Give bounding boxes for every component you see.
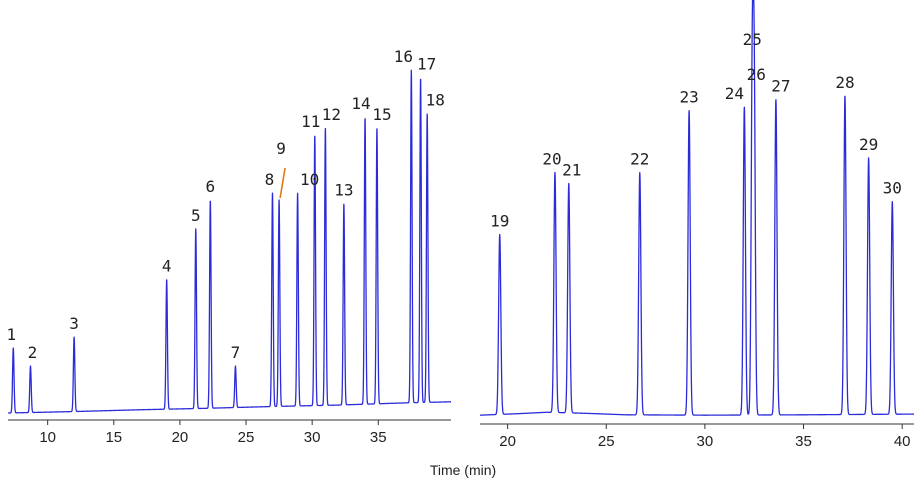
chromatogram-trace-right xyxy=(480,0,914,415)
x-tick-label: 25 xyxy=(238,429,255,446)
x-axis-title: Time (min) xyxy=(430,462,496,478)
x-tick-label: 20 xyxy=(172,429,189,446)
peak-label-28: 28 xyxy=(835,73,854,92)
x-tick-label: 30 xyxy=(304,429,321,446)
peak-label-7: 7 xyxy=(231,343,241,362)
peak-label-5: 5 xyxy=(191,206,201,225)
peak-9-leader-line xyxy=(280,168,285,198)
peak-label-30: 30 xyxy=(883,179,902,198)
peak-label-26: 26 xyxy=(747,65,766,84)
peak-label-1: 1 xyxy=(6,325,16,344)
peak-label-25: 25 xyxy=(743,30,762,49)
peak-label-13: 13 xyxy=(334,181,353,200)
peak-label-17: 17 xyxy=(417,54,436,73)
x-tick-label: 35 xyxy=(795,433,812,450)
x-tick-label: 15 xyxy=(105,429,122,446)
x-tick-label: 40 xyxy=(894,433,911,450)
peak-label-4: 4 xyxy=(162,256,172,275)
x-tick-label: 30 xyxy=(697,433,714,450)
x-tick-label: 20 xyxy=(499,433,516,450)
x-tick-label: 25 xyxy=(598,433,615,450)
peak-label-15: 15 xyxy=(372,105,391,124)
x-tick-label: 10 xyxy=(39,429,56,446)
peak-label-27: 27 xyxy=(771,76,790,95)
peak-label-21: 21 xyxy=(562,160,581,179)
peak-label-23: 23 xyxy=(679,87,698,106)
peak-label-12: 12 xyxy=(322,105,341,124)
peak-label-16: 16 xyxy=(394,47,413,66)
peak-label-11: 11 xyxy=(301,112,320,131)
peak-label-8: 8 xyxy=(265,170,275,189)
peak-label-6: 6 xyxy=(206,177,216,196)
peak-label-14: 14 xyxy=(351,94,370,113)
peak-label-18: 18 xyxy=(426,90,445,109)
peak-label-9: 9 xyxy=(276,139,286,158)
peak-label-19: 19 xyxy=(490,212,509,231)
peak-label-2: 2 xyxy=(28,343,38,362)
peak-label-24: 24 xyxy=(725,84,744,103)
x-tick-label: 35 xyxy=(370,429,387,446)
peak-label-22: 22 xyxy=(630,149,649,168)
peak-label-3: 3 xyxy=(69,314,79,333)
peak-label-29: 29 xyxy=(859,135,878,154)
peak-label-10: 10 xyxy=(300,170,319,189)
peak-label-20: 20 xyxy=(542,149,561,168)
